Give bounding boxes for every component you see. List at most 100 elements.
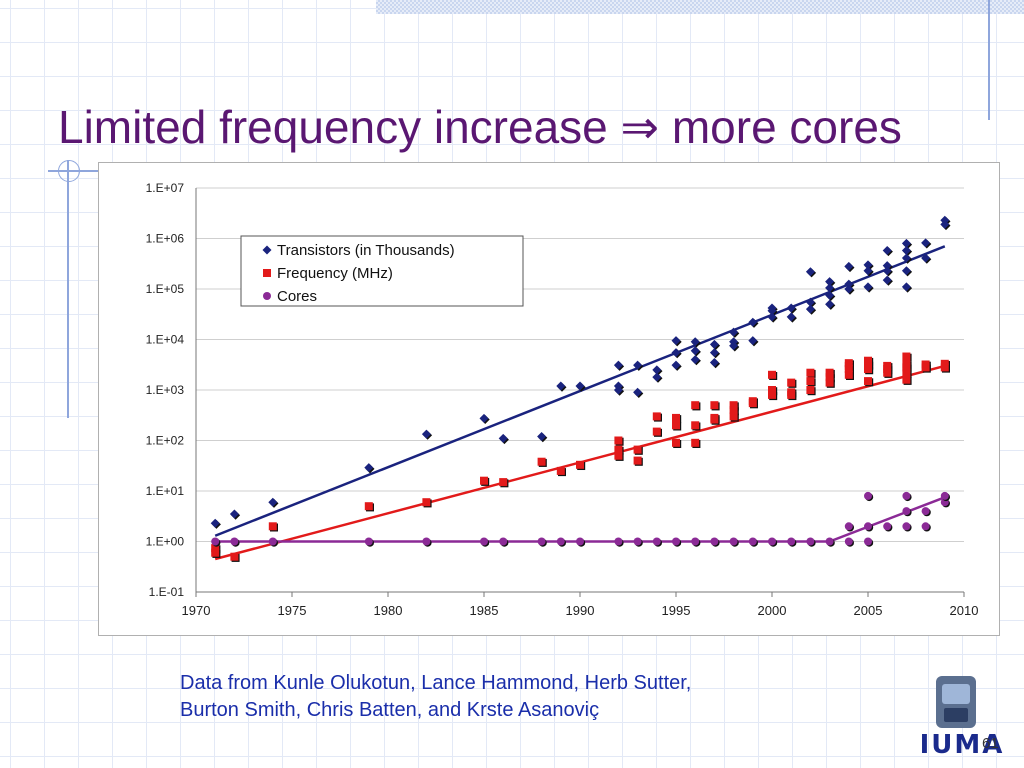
transistors-point [633,387,643,397]
frequency-point [652,412,661,421]
cores-point [633,537,642,546]
frequency-point [652,427,661,436]
frequency-point [480,476,488,485]
transistors-point [863,260,873,270]
y-tick-label: 1.E+02 [146,434,185,448]
cores-point [652,537,661,546]
frequency-point [633,456,642,465]
transistors-point [901,245,911,255]
frequency-point [864,360,872,369]
transistors-point [671,360,681,370]
frequency-point [614,451,623,460]
cores-point [902,507,911,516]
iuma-logo: IUMA [900,672,1024,768]
x-tick-label: 1995 [662,603,691,618]
frequency-point [902,375,911,384]
cores-point [729,537,738,546]
frequency-point [268,522,277,531]
transistors-point [613,360,623,370]
frequency-point [211,548,220,557]
chart-frame: 1.E+07 1.E+06 1.E+05 1.E+04 1.E+03 1.E+02 1.E+… [98,162,1000,636]
cores-point [768,537,776,546]
cores-point [614,537,623,546]
transistors-point [767,306,777,316]
slide-decor-vline-left [67,160,69,418]
frequency-point [864,365,872,374]
frequency-point [729,406,738,415]
frequency-point [844,365,853,374]
transistors-point [690,355,700,365]
frequency-point [844,370,853,379]
frequency-point [672,421,680,430]
frequency-point [902,363,911,372]
frequency-point [672,413,680,422]
transistors-point [229,509,239,519]
cores-point [211,537,220,546]
transistors-point [498,433,508,443]
frequency-point [902,368,911,377]
transistors-point [786,312,796,322]
x-tick-label: 2010 [950,603,979,618]
cores-point [806,537,815,546]
transistors-point [805,304,815,314]
frequency-point [499,478,508,487]
frequency-point [556,466,565,475]
transistors-point [729,327,739,337]
legend-frequency-label: Frequency (MHz) [277,265,393,282]
x-tick-label: 1990 [566,603,595,618]
frequency-point [940,363,949,372]
cores-point [364,537,373,546]
x-tick-label: 2000 [758,603,787,618]
cores-point [864,537,872,546]
transistors-point [921,253,931,263]
cores-point [883,522,892,531]
frequency-point [864,377,872,386]
transistors-point [556,381,566,391]
transistors-point [882,266,892,276]
transistors-point [364,463,374,473]
frequency-point [806,377,815,386]
transistors-point [882,245,892,255]
frequency-point [787,378,796,387]
transistors-point [901,238,911,248]
frequency-point [422,498,431,507]
transistors-point [748,336,758,346]
transistors-point [882,261,892,271]
cores-point [844,537,853,546]
cores-point [672,537,680,546]
transistors-point [825,277,835,287]
transistors-point [767,312,777,322]
cores-point [825,537,834,546]
x-tick-label: 1980 [374,603,403,618]
data-credit-line-1: Data from Kunle Olukotun, Lance Hammond,… [180,672,692,694]
transistors-point [863,282,873,292]
cores-point [844,522,853,531]
transistors-point [690,337,700,347]
transistors-trend-line [214,245,946,537]
frequency-point [883,368,892,377]
data-credit-line-2: Burton Smith, Chris Batten, and Krste As… [180,699,600,721]
transistors-point [786,303,796,313]
cores-point [940,491,949,500]
frequency-point [230,552,239,561]
y-tick-label: 1.E-01 [149,585,185,599]
frequency-point [211,544,220,553]
y-tick-label: 1.E+01 [146,484,185,498]
x-tick-label: 2005 [854,603,883,618]
transistors-point [709,339,719,349]
cores-point [499,537,508,546]
cores-point [691,537,700,546]
frequency-point [902,352,911,361]
frequency-point [691,438,700,447]
transistors-point [633,360,643,370]
iuma-logo-emblem-icon [936,676,976,728]
frequency-point [768,370,776,379]
x-tick-label: 1985 [470,603,499,618]
frequency-point [787,390,796,399]
transistors-point [901,282,911,292]
transistors-point [901,266,911,276]
iuma-logo-text: IUMA [919,730,1005,760]
frequency-point [537,457,546,466]
frequency-point [691,401,700,410]
transistors-point [882,275,892,285]
